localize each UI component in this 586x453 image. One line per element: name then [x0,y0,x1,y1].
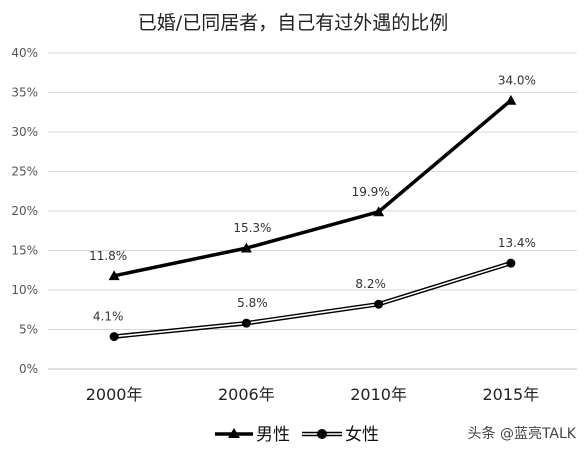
x-axis-ticks: 2000年 2006年 2010年 2015年 [86,385,539,404]
y-tick-label: 30% [11,125,38,139]
data-label: 5.8% [237,296,268,310]
data-point-triangle [505,94,517,105]
watermark: 头条 @蓝亮TALK [468,425,577,442]
data-point-circle [374,299,384,309]
y-tick-label: 5% [19,323,38,337]
data-label: 13.4% [498,236,536,250]
x-tick-label: 2010年 [350,385,407,404]
grid [48,52,577,370]
series [108,94,517,342]
chart-title: 已婚/已同居者，自己有过外遇的比例 [138,12,448,34]
series-line [113,99,513,278]
y-tick-label: 10% [11,283,38,297]
x-tick-label: 2006年 [218,385,275,404]
legend: 男性 女性 [215,425,379,445]
data-point-circle [241,318,251,328]
y-tick-label: 20% [11,204,38,218]
y-tick-label: 40% [11,46,38,60]
legend-label-female: 女性 [345,425,379,445]
data-label: 4.1% [93,310,124,324]
series-line-inner [114,262,512,338]
x-tick-label: 2015年 [483,385,540,404]
data-label: 34.0% [498,73,536,87]
data-labels: 11.8% 15.3% 19.9% 34.0% 4.1% 5.8% 8.2% 13.4% [89,73,536,323]
data-label: 11.8% [89,249,127,263]
y-axis-ticks: 0% 5% 10% 15% 20% 25% 30% 35% 40% [11,46,38,376]
legend-circle-icon [317,429,327,439]
data-point-triangle [240,242,252,253]
x-tick-label: 2000年 [86,385,143,404]
data-point-triangle [373,206,385,217]
data-point-circle [506,258,516,268]
data-label: 15.3% [233,221,271,235]
y-tick-label: 0% [19,362,38,376]
y-tick-label: 15% [11,244,38,258]
series-line-outer [113,260,512,339]
legend-label-male: 男性 [256,425,290,445]
data-point-circle [109,332,119,342]
legend-triangle-icon [228,428,240,438]
data-label: 8.2% [355,277,386,291]
data-point-triangle [108,270,120,281]
y-tick-label: 35% [11,86,38,100]
y-tick-label: 25% [11,165,38,179]
data-label: 19.9% [352,185,390,199]
